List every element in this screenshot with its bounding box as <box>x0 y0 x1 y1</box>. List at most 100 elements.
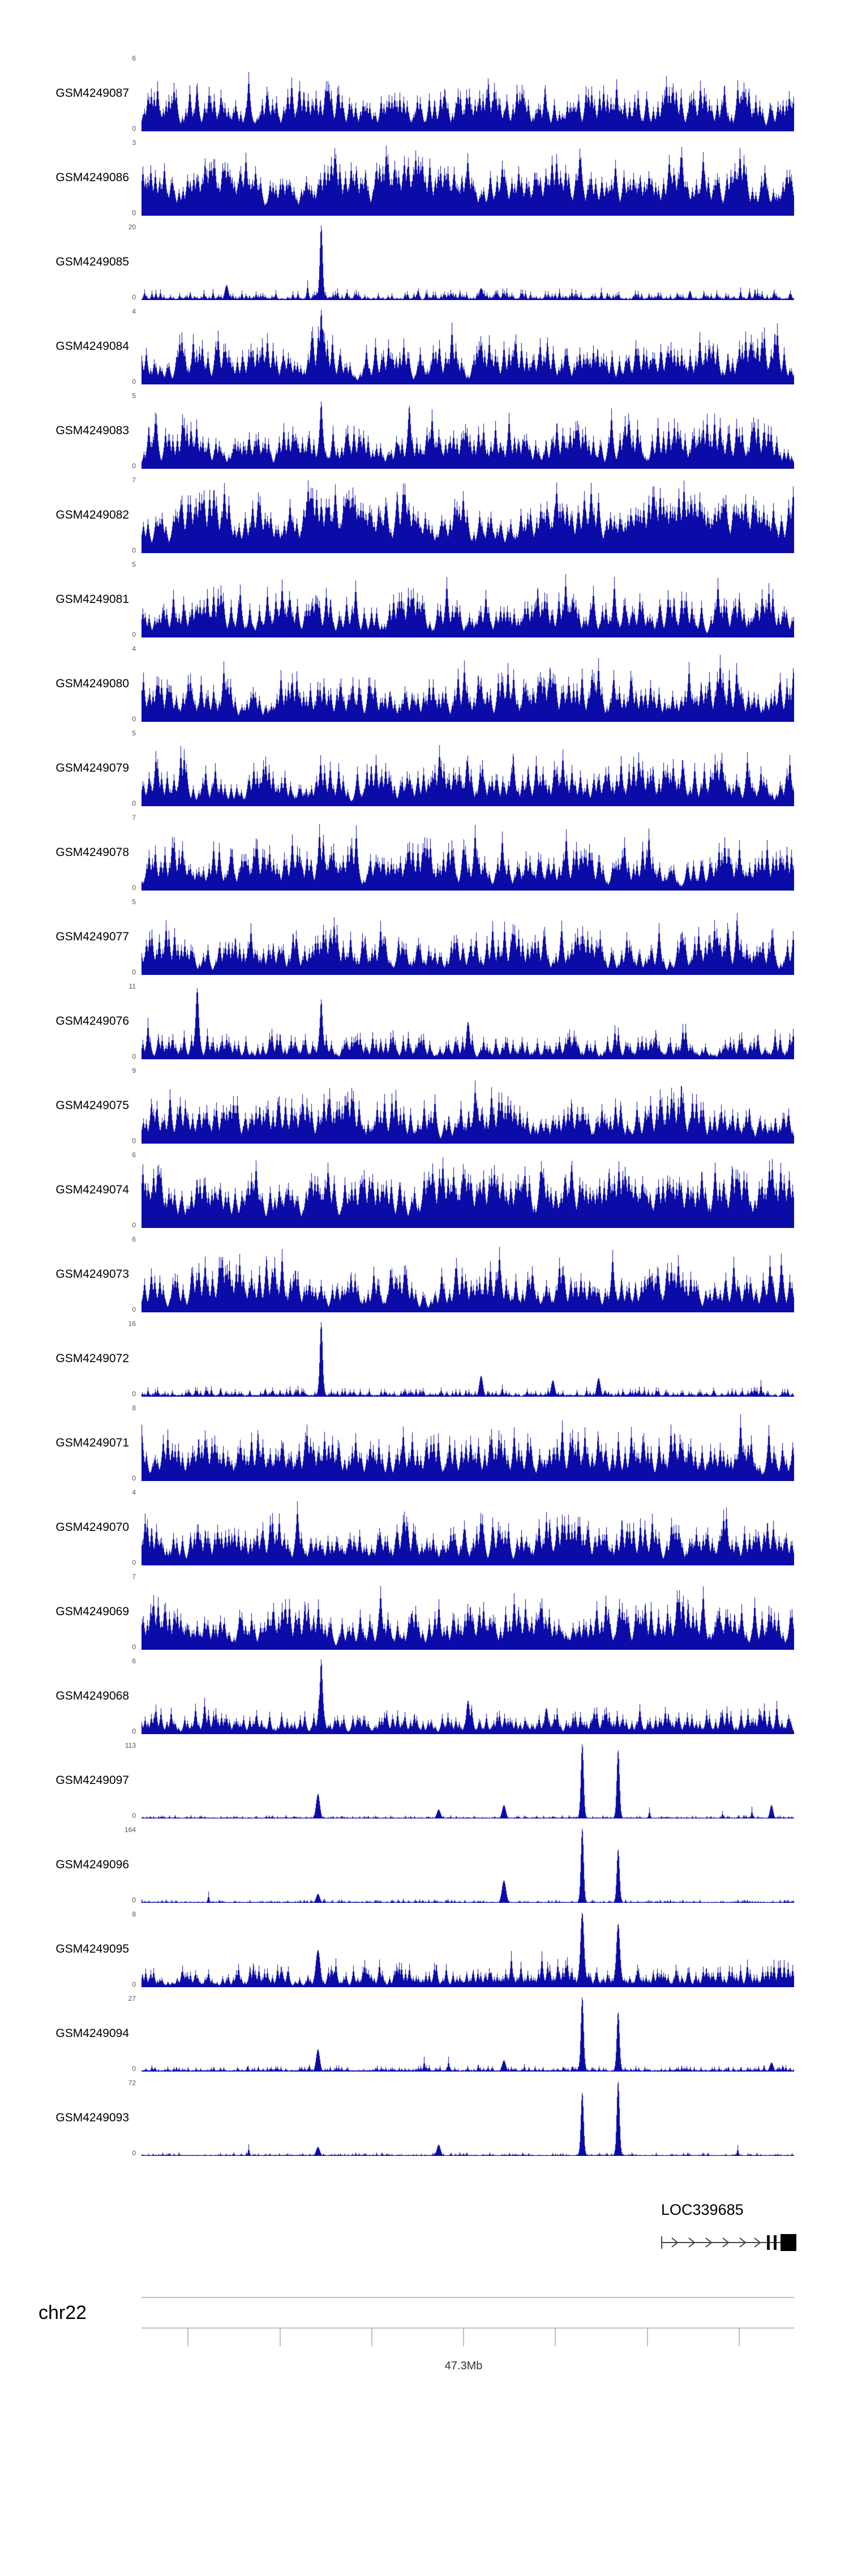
track-label: GSM4249082 <box>55 508 129 521</box>
track-y-max: 16 <box>128 1320 136 1328</box>
track-y-min: 0 <box>132 293 136 301</box>
track-y-min: 0 <box>132 968 136 976</box>
chromosome-label: chr22 <box>38 2302 87 2323</box>
track-signal-canvas <box>142 563 794 637</box>
gene-exon-terminal <box>781 2234 796 2251</box>
track-y-min: 0 <box>132 1221 136 1229</box>
track-signal-canvas <box>142 1912 794 1987</box>
track-y-max: 7 <box>132 476 136 484</box>
track-label: GSM4249074 <box>55 1183 129 1196</box>
track-y-min: 0 <box>132 2065 136 2073</box>
track-row: GSM4249086 3 0 <box>0 139 849 225</box>
track-signal-canvas <box>142 985 794 1059</box>
track-signal-canvas <box>142 1491 794 1565</box>
track-y-min: 0 <box>132 1727 136 1735</box>
track-row: GSM4249094 27 0 <box>0 1995 849 2081</box>
track-label: GSM4249087 <box>55 87 129 100</box>
gene-label: LOC339685 <box>661 2201 744 2218</box>
track-label: GSM4249071 <box>55 1436 129 1449</box>
track-label: GSM4249086 <box>55 171 129 184</box>
track-row: GSM4249073 6 0 <box>0 1235 849 1322</box>
track-signal-canvas <box>142 1575 794 1650</box>
track-y-max: 4 <box>132 645 136 653</box>
track-y-max: 6 <box>132 1657 136 1665</box>
track-signal-canvas <box>142 1238 794 1312</box>
track-y-min: 0 <box>132 1306 136 1313</box>
track-row: GSM4249093 72 0 <box>0 2079 849 2166</box>
track-y-max: 20 <box>128 223 136 231</box>
track-signal-canvas <box>142 57 794 131</box>
track-y-min: 0 <box>132 546 136 554</box>
track-y-min: 0 <box>132 1390 136 1398</box>
gene-exon <box>774 2235 777 2250</box>
track-y-min: 0 <box>132 1980 136 1988</box>
track-y-max: 6 <box>132 54 136 62</box>
track-signal-canvas <box>142 1659 794 1734</box>
track-label: GSM4249072 <box>55 1352 129 1365</box>
track-y-max: 8 <box>132 1404 136 1412</box>
track-row: GSM4249095 8 0 <box>0 1910 849 1997</box>
track-label: GSM4249078 <box>55 846 129 859</box>
track-row: GSM4249080 4 0 <box>0 645 849 731</box>
track-signal-canvas <box>142 141 794 216</box>
track-row: GSM4249076 11 0 <box>0 982 849 1069</box>
track-signal-canvas <box>142 900 794 975</box>
track-signal-canvas <box>142 1997 794 2072</box>
track-signal-canvas <box>142 1744 794 1818</box>
track-y-min: 0 <box>132 462 136 470</box>
track-row: GSM4249097 113 0 <box>0 1741 849 1828</box>
track-label: GSM4249095 <box>55 1942 129 1955</box>
track-row: GSM4249072 16 0 <box>0 1320 849 1406</box>
track-row: GSM4249096 164 0 <box>0 1826 849 1912</box>
track-y-max: 4 <box>132 1488 136 1496</box>
track-row: GSM4249087 6 0 <box>0 54 849 141</box>
track-label: GSM4249083 <box>55 424 129 437</box>
track-label: GSM4249069 <box>55 1605 129 1618</box>
track-signal-canvas <box>142 2081 794 2156</box>
gene-direction-arrow-icon <box>688 2237 696 2248</box>
track-label: GSM4249068 <box>55 1689 129 1702</box>
track-y-min: 0 <box>132 209 136 217</box>
track-label: GSM4249073 <box>55 1268 129 1281</box>
track-row: GSM4249082 7 0 <box>0 476 849 563</box>
track-signal-canvas <box>142 1153 794 1228</box>
track-signal-canvas <box>142 225 794 300</box>
track-y-max: 5 <box>132 898 136 906</box>
track-y-max: 27 <box>128 1995 136 2002</box>
track-y-max: 5 <box>132 729 136 737</box>
track-label: GSM4249084 <box>55 340 129 353</box>
track-y-min: 0 <box>132 378 136 386</box>
genome-axis <box>142 2297 794 2346</box>
track-y-min: 0 <box>132 2149 136 2157</box>
ruler-tick-label: 47.3Mb <box>444 2360 483 2372</box>
track-row: GSM4249068 6 0 <box>0 1657 849 1744</box>
track-y-min: 0 <box>132 1896 136 1904</box>
track-y-min: 0 <box>132 125 136 132</box>
track-label: GSM4249080 <box>55 677 129 690</box>
track-row: GSM4249084 4 0 <box>0 307 849 394</box>
track-signal-canvas <box>142 647 794 722</box>
track-y-min: 0 <box>132 1559 136 1567</box>
track-signal-canvas <box>142 1406 794 1481</box>
track-label: GSM4249075 <box>55 1099 129 1112</box>
track-row: GSM4249079 5 0 <box>0 729 849 816</box>
track-row: GSM4249081 5 0 <box>0 560 849 647</box>
track-label: GSM4249081 <box>55 593 129 606</box>
track-y-max: 11 <box>128 982 136 990</box>
track-row: GSM4249069 7 0 <box>0 1573 849 1659</box>
track-row: GSM4249075 9 0 <box>0 1067 849 1153</box>
track-signal-canvas <box>142 1828 794 1903</box>
track-row: GSM4249074 6 0 <box>0 1151 849 1238</box>
gene-direction-arrow-icon <box>722 2237 730 2248</box>
track-y-max: 6 <box>132 1235 136 1243</box>
track-signal-canvas <box>142 731 794 806</box>
track-y-min: 0 <box>132 1812 136 1820</box>
track-y-max: 7 <box>132 814 136 821</box>
track-signal-canvas <box>142 1322 794 1397</box>
track-y-max: 7 <box>132 1573 136 1581</box>
track-label: GSM4249079 <box>55 761 129 774</box>
track-y-max: 9 <box>132 1067 136 1075</box>
track-y-max: 113 <box>125 1741 136 1749</box>
gene-direction-arrow-icon <box>754 2237 761 2248</box>
track-row: GSM4249078 7 0 <box>0 814 849 900</box>
